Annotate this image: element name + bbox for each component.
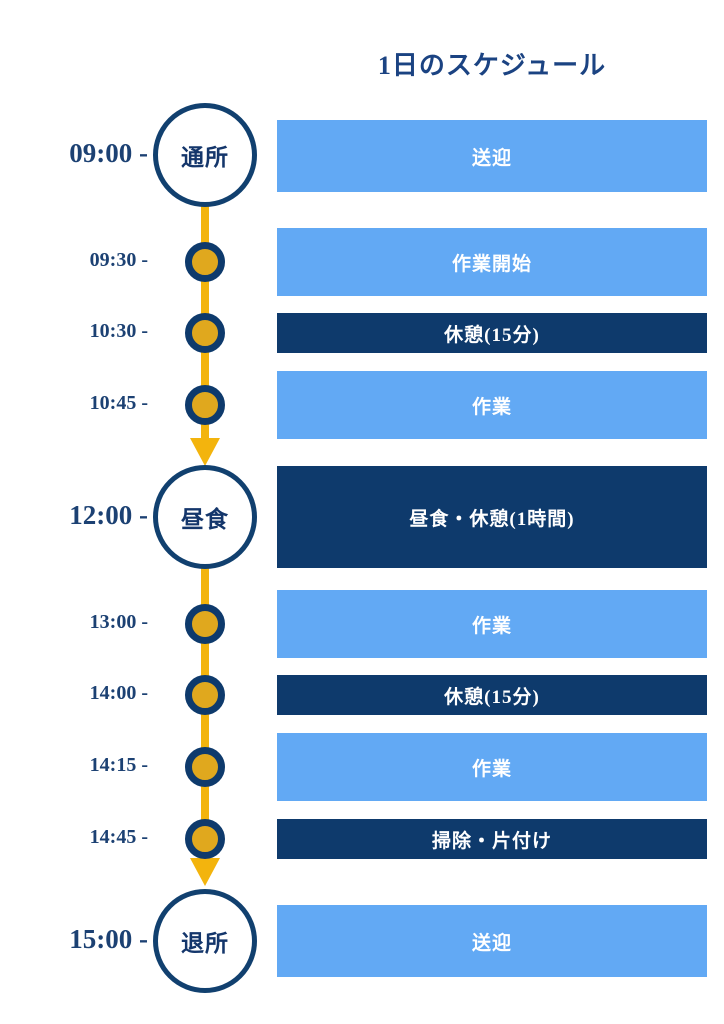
- timeline-node-major: 昼食: [153, 465, 257, 569]
- task-bar: 作業: [277, 590, 707, 658]
- node-label: 通所: [181, 145, 229, 170]
- timeline-node-major: 通所: [153, 103, 257, 207]
- time-label: 10:30 -: [89, 320, 148, 342]
- task-bar: 作業開始: [277, 228, 707, 296]
- timeline-node-minor: [185, 385, 225, 425]
- node-label: 昼食: [181, 507, 229, 532]
- task-bar: 送迎: [277, 905, 707, 977]
- arrow-down-icon: [190, 858, 220, 886]
- timeline-node-minor: [185, 747, 225, 787]
- task-bar: 休憩(15分): [277, 313, 707, 353]
- timeline-node-minor: [185, 819, 225, 859]
- timeline-node-minor: [185, 604, 225, 644]
- task-bar: 掃除・片付け: [277, 819, 707, 859]
- task-bar: 作業: [277, 733, 707, 801]
- task-bar: 作業: [277, 371, 707, 439]
- task-bar: 昼食・休憩(1時間): [277, 466, 707, 568]
- time-label: 09:30 -: [89, 249, 148, 271]
- time-label: 14:45 -: [89, 826, 148, 848]
- node-label: 退所: [181, 931, 229, 956]
- time-label: 14:15 -: [89, 754, 148, 776]
- timeline-node-minor: [185, 675, 225, 715]
- time-label: 13:00 -: [89, 611, 148, 633]
- time-label: 09:00 -: [69, 138, 148, 168]
- page-title: 1日のスケジュール: [377, 51, 607, 80]
- time-label: 15:00 -: [69, 924, 148, 954]
- timeline-node-minor: [185, 313, 225, 353]
- time-label: 10:45 -: [89, 392, 148, 414]
- time-label: 14:00 -: [89, 682, 148, 704]
- timeline-node-minor: [185, 242, 225, 282]
- task-bar: 休憩(15分): [277, 675, 707, 715]
- task-bar: 送迎: [277, 120, 707, 192]
- arrow-down-icon: [190, 438, 220, 466]
- timeline-node-major: 退所: [153, 889, 257, 993]
- time-label: 12:00 -: [69, 500, 148, 530]
